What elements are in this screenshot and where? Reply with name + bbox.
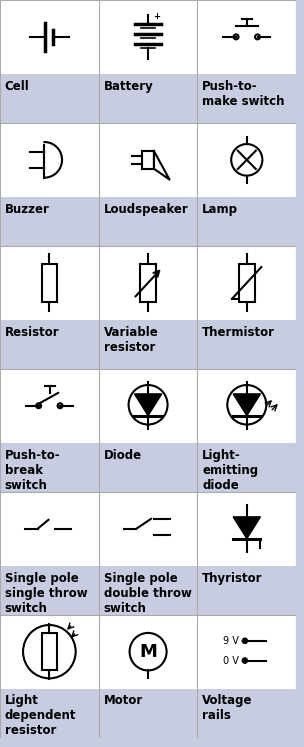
Bar	[99, 369, 197, 443]
Text: Single pole
double throw
switch: Single pole double throw switch	[104, 571, 192, 615]
Text: Push-to-
make switch: Push-to- make switch	[202, 80, 285, 108]
Bar	[197, 689, 296, 738]
Bar	[239, 264, 254, 302]
Text: Voltage
rails: Voltage rails	[202, 695, 253, 722]
Bar	[0, 492, 99, 565]
Text: Cell: Cell	[5, 80, 29, 93]
Bar	[197, 246, 296, 320]
Text: +: +	[153, 12, 160, 21]
Bar	[0, 369, 99, 443]
Bar	[0, 443, 99, 492]
Bar	[197, 320, 296, 369]
Bar	[42, 633, 57, 671]
Polygon shape	[134, 394, 162, 415]
Bar	[0, 615, 99, 689]
Polygon shape	[233, 394, 261, 415]
Bar	[99, 615, 197, 689]
Text: Variable
resistor: Variable resistor	[104, 326, 158, 353]
Text: Motor: Motor	[104, 695, 143, 707]
Text: 9 V: 9 V	[223, 636, 239, 646]
Bar	[197, 123, 296, 196]
Bar	[42, 264, 57, 302]
Text: Loudspeaker: Loudspeaker	[104, 202, 188, 216]
Bar	[142, 151, 154, 169]
Text: Resistor: Resistor	[5, 326, 60, 338]
Text: M: M	[139, 642, 157, 660]
Text: Battery: Battery	[104, 80, 153, 93]
Bar	[197, 492, 296, 565]
Text: Light
dependent
resistor: Light dependent resistor	[5, 695, 76, 737]
Text: Diode: Diode	[104, 448, 142, 462]
Circle shape	[242, 638, 248, 644]
Bar	[197, 196, 296, 246]
Bar	[197, 0, 296, 74]
Polygon shape	[233, 517, 261, 539]
Bar	[0, 246, 99, 320]
Bar	[99, 492, 197, 565]
Bar	[197, 565, 296, 615]
Bar	[197, 369, 296, 443]
Text: Push-to-
break
switch: Push-to- break switch	[5, 448, 60, 492]
Bar	[99, 320, 197, 369]
Bar	[99, 246, 197, 320]
Bar	[140, 264, 156, 302]
Circle shape	[242, 657, 248, 663]
Bar	[99, 123, 197, 196]
Bar	[0, 196, 99, 246]
Bar	[197, 615, 296, 689]
Bar	[99, 196, 197, 246]
Bar	[99, 443, 197, 492]
Text: Thyristor: Thyristor	[202, 571, 263, 584]
Bar	[0, 689, 99, 738]
Bar	[0, 320, 99, 369]
Text: Thermistor: Thermistor	[202, 326, 275, 338]
Bar	[0, 74, 99, 123]
Text: Buzzer: Buzzer	[5, 202, 50, 216]
Text: 0 V: 0 V	[223, 656, 239, 666]
Bar	[0, 565, 99, 615]
Bar	[0, 123, 99, 196]
Bar	[0, 0, 99, 74]
Bar	[99, 0, 197, 74]
Bar	[99, 565, 197, 615]
Bar	[99, 689, 197, 738]
Text: Single pole
single throw
switch: Single pole single throw switch	[5, 571, 88, 615]
Text: Light-
emitting
diode: Light- emitting diode	[202, 448, 258, 492]
Bar	[99, 74, 197, 123]
Bar	[197, 443, 296, 492]
Text: Lamp: Lamp	[202, 202, 238, 216]
Bar	[197, 74, 296, 123]
